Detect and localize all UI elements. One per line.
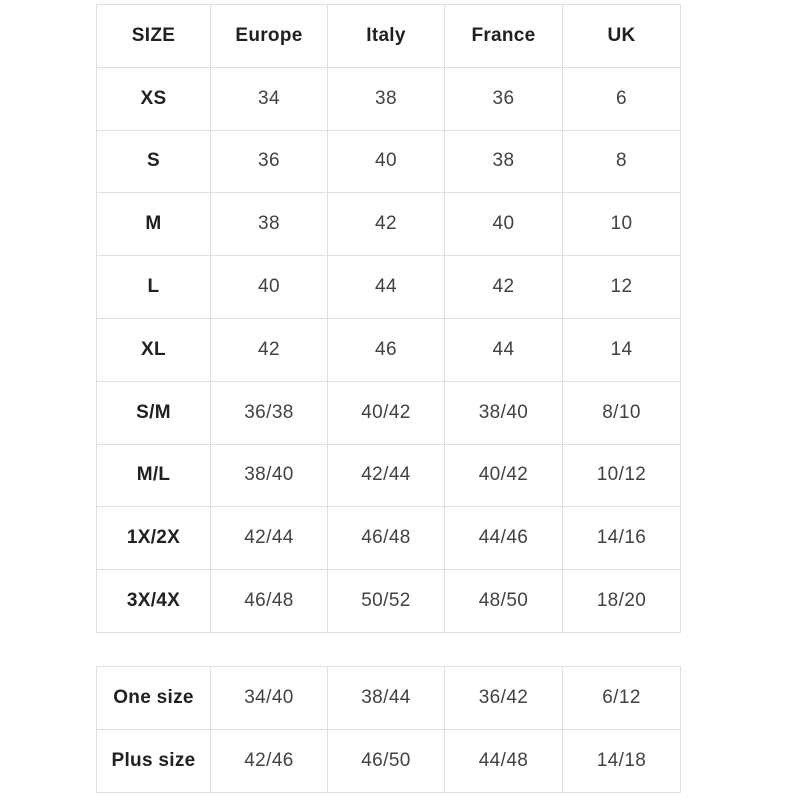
cell-plus-size-europe: 42/46 bbox=[210, 728, 328, 793]
special-sizes-table: One size 34/40 38/44 36/42 6/12 Plus siz… bbox=[96, 665, 681, 793]
table-row-one-size: One size 34/40 38/44 36/42 6/12 bbox=[96, 665, 681, 730]
cell-s-italy: 40 bbox=[327, 129, 445, 194]
cell-m-france: 40 bbox=[444, 192, 563, 257]
cell-1x2x-europe: 42/44 bbox=[210, 506, 328, 571]
cell-s-france: 38 bbox=[444, 129, 563, 194]
cell-sm-uk: 8/10 bbox=[562, 380, 681, 445]
cell-3x4x-uk: 18/20 bbox=[562, 569, 681, 633]
row-label-ml: M/L bbox=[96, 443, 211, 508]
table-row-s: S 36 40 38 8 bbox=[96, 129, 681, 194]
cell-l-italy: 44 bbox=[327, 255, 445, 319]
cell-xs-uk: 6 bbox=[562, 66, 681, 131]
cell-l-france: 42 bbox=[444, 255, 563, 319]
cell-xs-italy: 38 bbox=[327, 66, 445, 131]
cell-plus-size-uk: 14/18 bbox=[562, 728, 681, 793]
cell-l-europe: 40 bbox=[210, 255, 328, 319]
table-row-ml: M/L 38/40 42/44 40/42 10/12 bbox=[96, 443, 681, 508]
cell-one-size-france: 36/42 bbox=[444, 665, 563, 730]
cell-m-uk: 10 bbox=[562, 192, 681, 257]
row-label-plus-size: Plus size bbox=[96, 728, 211, 793]
table-row-sm: S/M 36/38 40/42 38/40 8/10 bbox=[96, 380, 681, 445]
table-row-xl: XL 42 46 44 14 bbox=[96, 317, 681, 382]
cell-ml-europe: 38/40 bbox=[210, 443, 328, 508]
column-header-uk: UK bbox=[562, 4, 681, 68]
cell-1x2x-italy: 46/48 bbox=[327, 506, 445, 571]
cell-1x2x-uk: 14/16 bbox=[562, 506, 681, 571]
column-header-italy: Italy bbox=[327, 4, 445, 68]
row-label-xl: XL bbox=[96, 317, 211, 382]
table-row-3x4x: 3X/4X 46/48 50/52 48/50 18/20 bbox=[96, 569, 681, 633]
table-row-1x2x: 1X/2X 42/44 46/48 44/46 14/16 bbox=[96, 506, 681, 571]
table-header-row: SIZE Europe Italy France UK bbox=[96, 4, 681, 68]
row-label-sm: S/M bbox=[96, 380, 211, 445]
cell-ml-italy: 42/44 bbox=[327, 443, 445, 508]
cell-xl-uk: 14 bbox=[562, 317, 681, 382]
cell-m-italy: 42 bbox=[327, 192, 445, 257]
cell-sm-italy: 40/42 bbox=[327, 380, 445, 445]
row-label-xs: XS bbox=[96, 66, 211, 131]
cell-3x4x-europe: 46/48 bbox=[210, 569, 328, 633]
table-row-plus-size: Plus size 42/46 46/50 44/48 14/18 bbox=[96, 728, 681, 793]
column-header-size: SIZE bbox=[96, 4, 211, 68]
cell-xl-europe: 42 bbox=[210, 317, 328, 382]
cell-3x4x-italy: 50/52 bbox=[327, 569, 445, 633]
table-row-xs: XS 34 38 36 6 bbox=[96, 66, 681, 131]
row-label-3x4x: 3X/4X bbox=[96, 569, 211, 633]
cell-1x2x-france: 44/46 bbox=[444, 506, 563, 571]
cell-plus-size-italy: 46/50 bbox=[327, 728, 445, 793]
cell-sm-france: 38/40 bbox=[444, 380, 563, 445]
cell-one-size-uk: 6/12 bbox=[562, 665, 681, 730]
tables-container: SIZE Europe Italy France UK XS 34 38 36 … bbox=[96, 4, 681, 793]
cell-xl-france: 44 bbox=[444, 317, 563, 382]
cell-3x4x-france: 48/50 bbox=[444, 569, 563, 633]
cell-ml-uk: 10/12 bbox=[562, 443, 681, 508]
cell-m-europe: 38 bbox=[210, 192, 328, 257]
cell-l-uk: 12 bbox=[562, 255, 681, 319]
size-conversion-table: SIZE Europe Italy France UK XS 34 38 36 … bbox=[96, 4, 681, 633]
row-label-m: M bbox=[96, 192, 211, 257]
cell-plus-size-france: 44/48 bbox=[444, 728, 563, 793]
cell-ml-france: 40/42 bbox=[444, 443, 563, 508]
cell-one-size-europe: 34/40 bbox=[210, 665, 328, 730]
cell-sm-europe: 36/38 bbox=[210, 380, 328, 445]
cell-xs-france: 36 bbox=[444, 66, 563, 131]
cell-xs-europe: 34 bbox=[210, 66, 328, 131]
row-label-one-size: One size bbox=[96, 665, 211, 730]
table-row-l: L 40 44 42 12 bbox=[96, 255, 681, 319]
row-label-l: L bbox=[96, 255, 211, 319]
row-label-s: S bbox=[96, 129, 211, 194]
table-row-m: M 38 42 40 10 bbox=[96, 192, 681, 257]
cell-xl-italy: 46 bbox=[327, 317, 445, 382]
row-label-1x2x: 1X/2X bbox=[96, 506, 211, 571]
cell-one-size-italy: 38/44 bbox=[327, 665, 445, 730]
column-header-france: France bbox=[444, 4, 563, 68]
cell-s-uk: 8 bbox=[562, 129, 681, 194]
column-header-europe: Europe bbox=[210, 4, 328, 68]
cell-s-europe: 36 bbox=[210, 129, 328, 194]
